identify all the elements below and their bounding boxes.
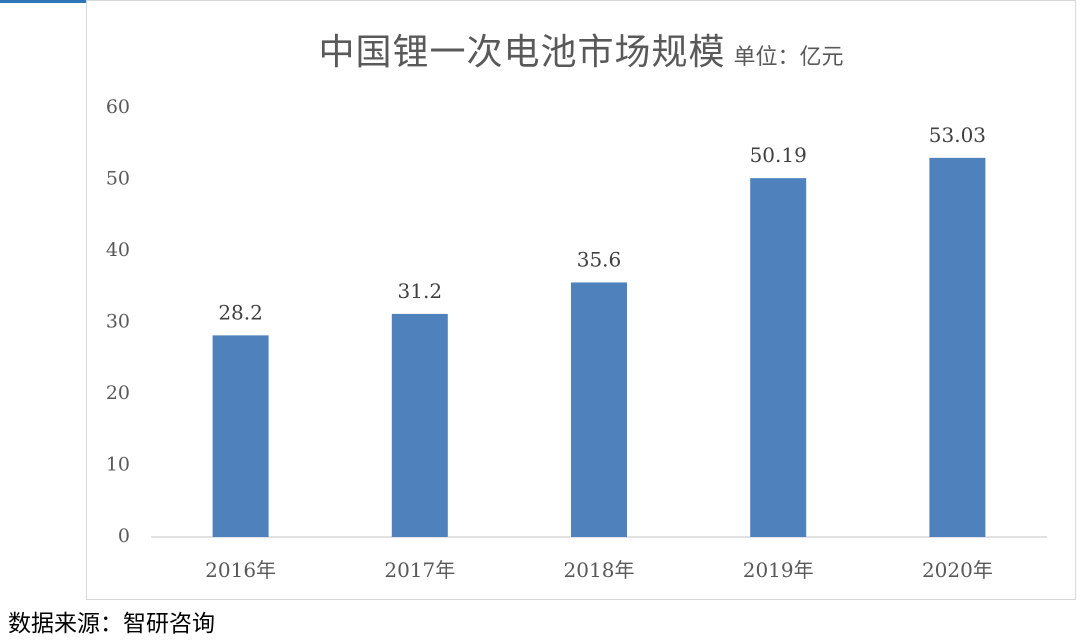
bar-chart-plot: 0 10 20 30 40 50 60 28.2 2016年 31.2 2017年 35.6 2018年… <box>106 96 1047 582</box>
y-tick-label: 0 <box>118 525 130 547</box>
bar-value-label: 31.2 <box>398 279 443 303</box>
bar-value-label: 35.6 <box>577 247 622 271</box>
y-tick-label: 60 <box>106 96 130 118</box>
chart-title: 中国锂一次电池市场规模 <box>318 32 726 73</box>
source-note: 数据来源：智研咨询 <box>8 611 215 637</box>
bar-value-label: 53.03 <box>929 123 986 147</box>
x-category-label: 2020年 <box>922 558 993 582</box>
y-tick-label: 40 <box>106 239 130 261</box>
bar-value-label: 28.2 <box>218 300 263 324</box>
x-category-label: 2018年 <box>564 558 635 582</box>
y-tick-label: 10 <box>106 454 130 476</box>
bar-value-label: 50.19 <box>750 143 807 167</box>
chart-unit-label: 单位：亿元 <box>733 45 844 70</box>
y-tick-label: 20 <box>106 382 130 404</box>
chart-title-row: 中国锂一次电池市场规模 单位：亿元 <box>87 23 1075 75</box>
bar <box>750 178 807 538</box>
bar <box>929 157 986 537</box>
bar <box>212 335 269 537</box>
y-tick-label: 30 <box>106 311 130 333</box>
x-category-label: 2017年 <box>384 558 455 582</box>
x-category-label: 2016年 <box>205 558 276 582</box>
bar <box>391 313 448 537</box>
chart-frame: 中国锂一次电池市场规模 单位：亿元 0 10 20 30 40 50 60 28.2 2016年 3… <box>86 0 1076 600</box>
corner-accent-line <box>0 0 86 3</box>
bar <box>571 282 627 537</box>
x-category-label: 2019年 <box>743 558 814 582</box>
y-tick-label: 50 <box>106 168 130 190</box>
